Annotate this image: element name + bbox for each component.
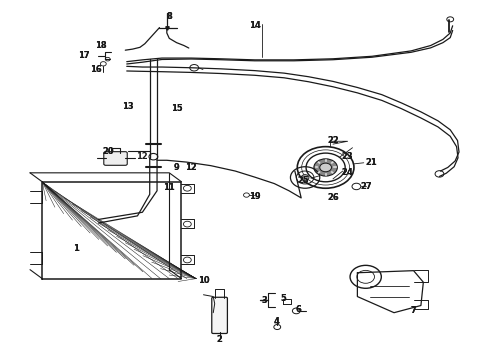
Text: 16: 16 (90, 65, 102, 74)
Text: 11: 11 (163, 183, 175, 192)
Text: 15: 15 (171, 104, 182, 113)
Text: 7: 7 (411, 306, 416, 315)
Text: 23: 23 (342, 152, 353, 161)
Text: 16: 16 (90, 65, 102, 74)
Text: 14: 14 (249, 21, 261, 30)
Text: 9: 9 (174, 163, 179, 172)
Text: 2: 2 (217, 335, 222, 344)
Text: 5: 5 (280, 294, 286, 303)
Text: 3: 3 (262, 296, 268, 305)
Text: 4: 4 (274, 317, 280, 326)
Text: 13: 13 (122, 102, 134, 111)
Text: 10: 10 (197, 276, 209, 285)
FancyBboxPatch shape (212, 297, 227, 333)
Text: 8: 8 (167, 12, 172, 21)
Text: 26: 26 (327, 193, 339, 202)
Text: 10: 10 (197, 276, 209, 285)
Text: 20: 20 (102, 147, 114, 156)
Text: 7: 7 (411, 306, 416, 315)
Text: 21: 21 (365, 158, 377, 167)
Circle shape (301, 175, 309, 180)
Text: 18: 18 (95, 41, 107, 50)
Text: 3: 3 (262, 296, 268, 305)
Text: 1: 1 (74, 244, 79, 253)
Text: 27: 27 (360, 181, 372, 190)
Text: 12: 12 (136, 152, 147, 161)
Text: 24: 24 (342, 168, 353, 177)
Text: 1: 1 (74, 244, 79, 253)
Text: 9: 9 (174, 163, 179, 172)
Text: 13: 13 (122, 102, 134, 111)
Text: 25: 25 (298, 176, 310, 185)
Circle shape (320, 163, 331, 172)
FancyBboxPatch shape (104, 152, 127, 165)
Text: 20: 20 (102, 147, 114, 156)
Circle shape (314, 159, 337, 176)
Text: 15: 15 (171, 104, 182, 113)
Text: 24: 24 (342, 168, 353, 177)
Text: 23: 23 (342, 152, 353, 161)
Text: 22: 22 (327, 136, 339, 145)
Text: 25: 25 (298, 176, 310, 185)
Text: 17: 17 (78, 51, 90, 60)
Text: 2: 2 (217, 335, 222, 344)
Text: 19: 19 (249, 192, 261, 201)
Text: 4: 4 (274, 317, 280, 326)
Text: 5: 5 (280, 294, 286, 303)
Text: 8: 8 (167, 12, 172, 21)
Text: 17: 17 (78, 51, 90, 60)
Text: 26: 26 (327, 193, 339, 202)
Text: 19: 19 (249, 192, 261, 201)
Text: 27: 27 (360, 181, 372, 190)
Text: 11: 11 (163, 183, 175, 192)
Text: 12: 12 (185, 163, 197, 172)
Text: 14: 14 (249, 21, 261, 30)
Text: 22: 22 (327, 136, 339, 145)
Text: 18: 18 (95, 41, 107, 50)
Text: 6: 6 (296, 305, 302, 314)
Text: 6: 6 (296, 305, 302, 314)
Text: 21: 21 (365, 158, 377, 167)
Text: 12: 12 (185, 163, 197, 172)
